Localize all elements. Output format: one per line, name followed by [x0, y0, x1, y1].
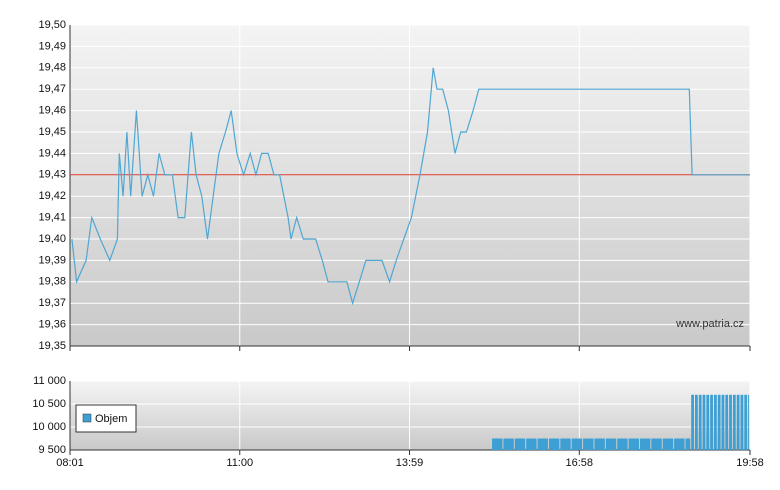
- y-tick-label: 19,35: [38, 340, 66, 352]
- x-tick-label: 19:58: [736, 457, 764, 469]
- volume-bar: [725, 394, 729, 450]
- x-tick-label: 13:59: [396, 457, 424, 469]
- volume-bar: [744, 394, 748, 450]
- y-tick-label: 19,41: [38, 212, 66, 224]
- x-tick-label: 11:00: [226, 457, 253, 469]
- volume-bar: [526, 438, 537, 450]
- volume-bar: [702, 394, 706, 450]
- volume-bar: [691, 394, 694, 450]
- y-tick-label: 19,49: [38, 40, 66, 52]
- y-tick-label: 19,46: [38, 105, 66, 117]
- y-tick-label: 10 000: [32, 421, 66, 433]
- volume-bar: [698, 394, 702, 450]
- y-tick-label: 19,44: [38, 147, 66, 159]
- y-tick-label: 19,39: [38, 254, 66, 266]
- volume-bar: [748, 394, 750, 450]
- volume-bar: [674, 438, 685, 450]
- legend-swatch: [82, 413, 92, 423]
- volume-bar: [605, 438, 617, 450]
- y-tick-label: 19,48: [38, 62, 66, 74]
- y-tick-label: 9 500: [38, 444, 66, 456]
- volume-bar: [628, 438, 639, 450]
- volume-bar: [639, 438, 651, 450]
- volume-bar: [514, 438, 526, 450]
- volume-bar: [710, 394, 713, 450]
- volume-bar: [492, 438, 503, 450]
- y-tick-label: 19,45: [38, 126, 66, 138]
- volume-bar: [721, 394, 725, 450]
- y-tick-label: 11 000: [33, 375, 66, 387]
- volume-bar: [583, 438, 594, 450]
- volume-bar: [694, 394, 698, 450]
- volume-bar: [685, 438, 691, 450]
- y-tick-label: 19,43: [38, 169, 66, 181]
- legend-label: Objem: [95, 413, 127, 425]
- volume-bar: [736, 394, 740, 450]
- volume-bar: [503, 438, 514, 450]
- y-tick-label: 19,42: [38, 190, 66, 202]
- volume-bar: [706, 394, 710, 450]
- x-tick-label: 08:01: [56, 457, 84, 469]
- volume-bar: [548, 438, 560, 450]
- volume-bar: [713, 394, 717, 450]
- volume-bar: [594, 438, 605, 450]
- volume-bar: [571, 438, 583, 450]
- price-line: [71, 67, 750, 306]
- volume-bar: [651, 438, 662, 450]
- volume-bar: [537, 438, 548, 450]
- y-tick-label: 19,47: [38, 83, 66, 95]
- y-tick-label: 10 500: [32, 398, 66, 410]
- volume-bar: [729, 394, 732, 450]
- y-tick-label: 19,36: [38, 319, 66, 331]
- volume-bar: [662, 438, 674, 450]
- y-tick-label: 19,50: [38, 19, 66, 31]
- volume-bar: [617, 438, 628, 450]
- volume-bar: [560, 438, 571, 450]
- volume-bar: [717, 394, 721, 450]
- y-tick-label: 19,40: [38, 233, 66, 245]
- volume-bar: [740, 394, 744, 450]
- y-tick-label: 19,37: [38, 297, 66, 309]
- volume-bar: [732, 394, 736, 450]
- watermark: www.patria.cz: [675, 318, 744, 330]
- y-tick-label: 19,38: [38, 276, 66, 288]
- x-tick-label: 16:58: [566, 457, 594, 469]
